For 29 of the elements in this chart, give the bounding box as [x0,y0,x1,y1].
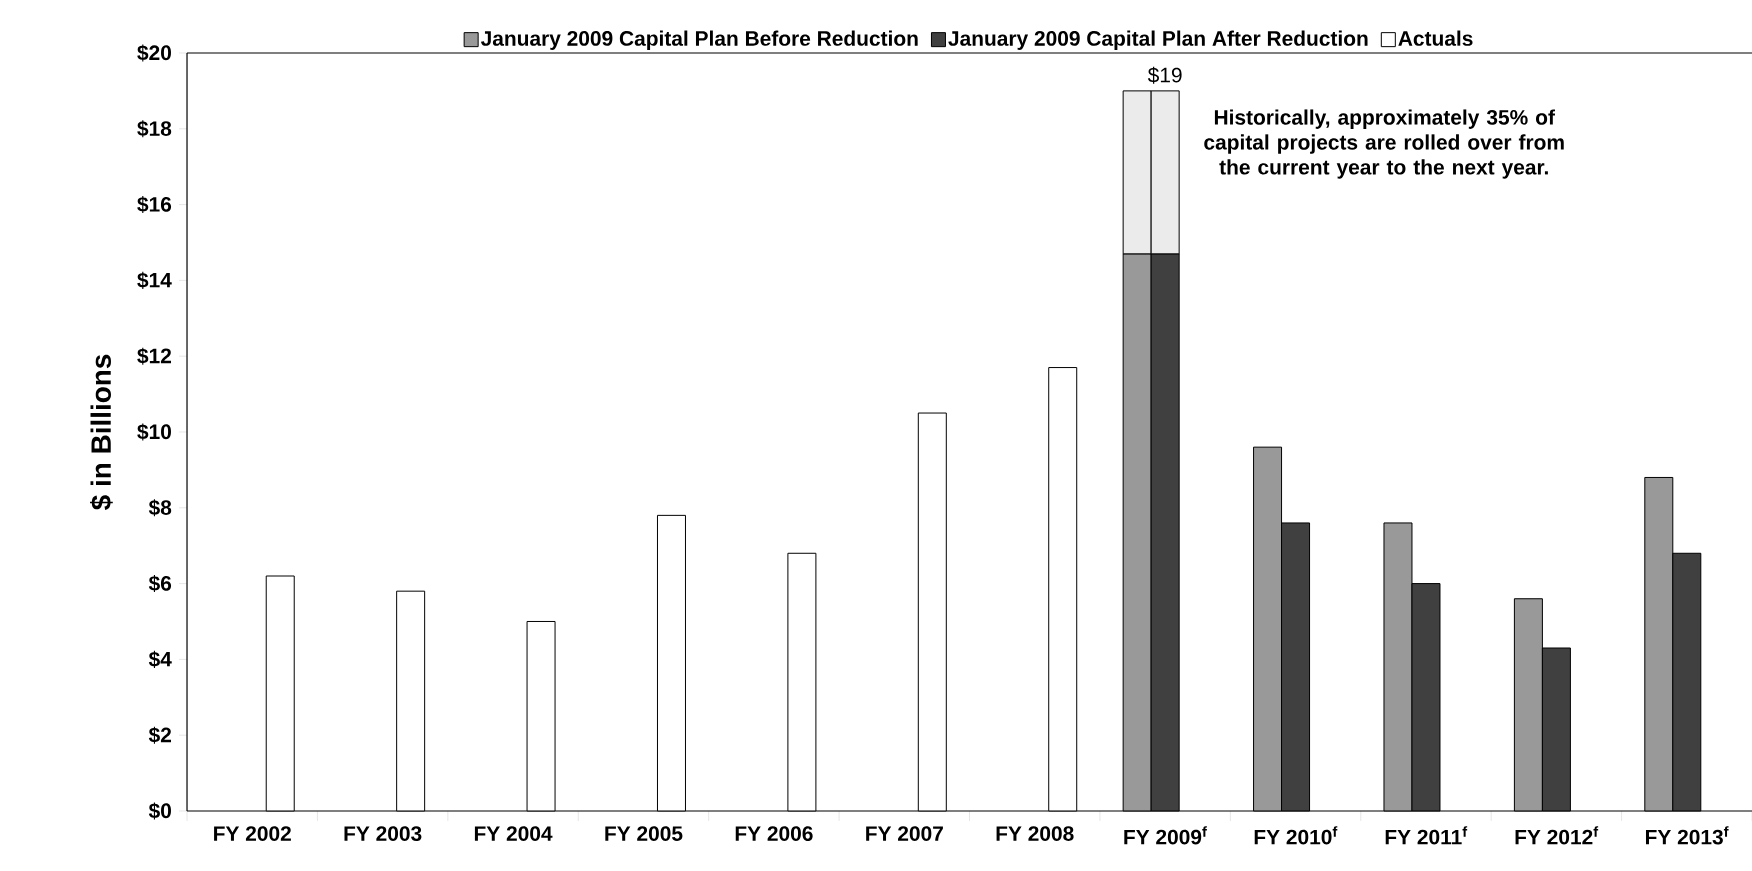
y-tick-label: $4 [148,650,172,668]
y-tick-label: $10 [137,423,171,441]
y-axis-title: $ in Billions [90,354,113,510]
x-tick-label: FY 2013$^{f}$ [1645,826,1729,845]
x-tick-label: FY 2006 [735,826,813,841]
y-tick-label: $20 [137,44,171,62]
y-tick-label: $16 [137,196,172,214]
x-tick-label: FY 2002 [214,826,291,841]
x-tick-label: FY 2004 [474,826,553,841]
x-tick-label: FY 2012$^{f}$ [1515,826,1599,845]
annotation: Historically, approximately 35% of capital projects are rolled over from the current year to the next year. [1204,109,1564,179]
y-tick-label: $12 [137,347,171,365]
x-tick-label: FY 2010$^{f}$ [1254,826,1338,845]
y-tick-label: $6 [148,575,172,593]
y-tick-label: $2 [148,726,171,744]
y-tick-label: $0 [148,802,171,820]
y-tick-label: $8 [148,499,172,517]
legend-label: January 2009 Capital Plan Before Reduction [480,30,918,50]
x-tick-label: FY 2003 [344,826,422,841]
x-tick-label: FY 2007 [866,826,943,841]
legend-label: Actuals [1398,30,1473,46]
x-tick-label: FY 2008 [996,826,1074,841]
y-tick-label: $18 [137,120,172,138]
x-tick-label: FY 2005 [605,826,683,841]
legend-label: January 2009 Capital Plan After Reduction [948,30,1368,50]
y-tick-label: $14 [137,271,172,289]
x-tick-label: FY 2009$^{f}$ [1124,826,1207,845]
annotation: $19 [1147,66,1182,84]
x-tick-label: FY 2011$^{f}$ [1385,826,1468,845]
